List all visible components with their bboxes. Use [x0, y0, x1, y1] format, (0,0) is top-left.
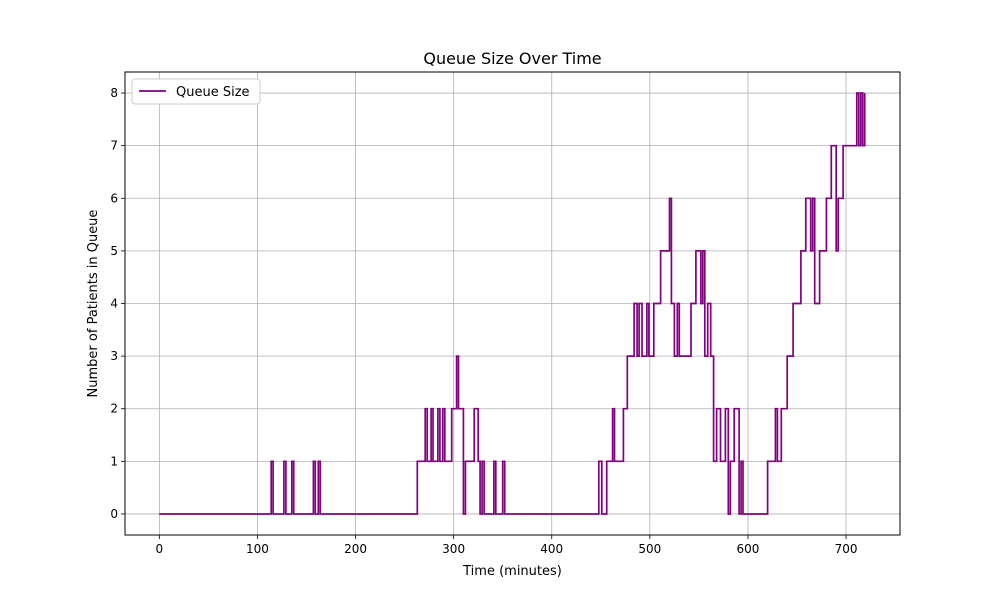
x-tick-label: 700 — [835, 542, 858, 556]
y-axis-ticks: 0 1 2 3 4 5 6 7 8 — [110, 86, 125, 521]
y-tick-label: 3 — [110, 349, 118, 363]
legend-box — [131, 78, 261, 105]
x-tick-label: 0 — [156, 542, 164, 556]
y-tick-label: 8 — [110, 86, 118, 100]
x-axis-label: Time (minutes) — [462, 564, 562, 579]
x-tick-label: 100 — [246, 542, 269, 556]
series-line-queue-size — [159, 92, 866, 515]
y-tick-label: 6 — [110, 191, 118, 205]
y-tick-label: 2 — [110, 402, 118, 416]
y-tick-label: 1 — [110, 454, 118, 468]
legend-entry-queue-size: Queue Size — [176, 85, 250, 100]
y-tick-label: 0 — [110, 507, 118, 521]
y-axis-label: Number of Patients in Queue — [86, 210, 101, 398]
x-tick-label: 200 — [344, 542, 367, 556]
y-tick-label: 4 — [110, 297, 118, 311]
x-axis-ticks: 0 100 200 300 400 500 600 700 — [156, 535, 858, 556]
x-tick-label: 400 — [540, 542, 563, 556]
y-tick-label: 7 — [110, 139, 118, 153]
x-tick-label: 300 — [442, 542, 465, 556]
x-tick-label: 600 — [736, 542, 759, 556]
chart-title: Queue Size Over Time — [423, 49, 601, 68]
x-tick-label: 500 — [638, 542, 661, 556]
series-layer — [159, 92, 866, 515]
y-tick-label: 5 — [110, 244, 118, 258]
legend: Queue Size — [131, 78, 261, 105]
